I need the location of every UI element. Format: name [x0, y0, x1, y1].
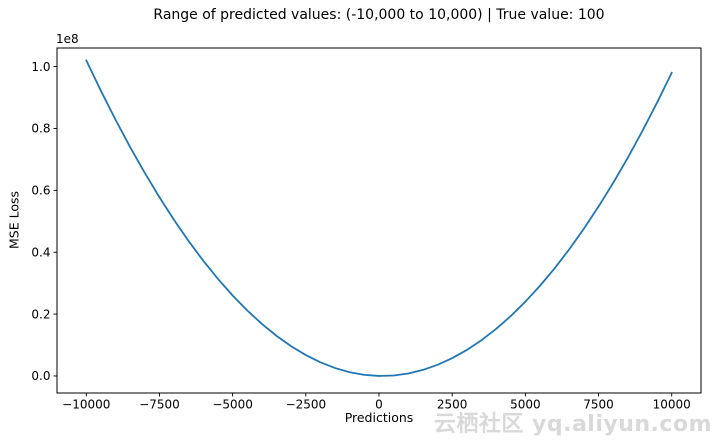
axis-tick-labels: −10000 −7500 −5000 −2500 0 2500 5000 7500 10000 0… — [31, 60, 690, 412]
y-tick-label: 0.8 — [31, 122, 50, 136]
y-tick-label: 1.0 — [31, 60, 50, 74]
chart-title: Range of predicted values: (-10,000 to 1… — [153, 7, 605, 23]
x-tick-label: 0 — [375, 398, 383, 412]
y-tick-label: 0.6 — [31, 184, 50, 198]
x-tick-label: −2500 — [286, 398, 327, 412]
x-axis-label: Predictions — [344, 410, 414, 425]
x-tick-label: −7500 — [139, 398, 180, 412]
plot-frame — [56, 47, 702, 394]
y-tick-label: 0.0 — [31, 369, 50, 383]
x-tick-label: −10000 — [62, 398, 110, 412]
y-tick-label: 0.4 — [31, 245, 50, 259]
axis-ticks — [53, 66, 673, 397]
x-tick-label: −5000 — [212, 398, 253, 412]
x-tick-label: 10000 — [653, 398, 691, 412]
y-axis-label: MSE Loss — [6, 190, 22, 250]
y-tick-label: 0.2 — [31, 307, 50, 321]
loss-curve — [85, 59, 673, 377]
watermark-text: 云栖社区 yq.aliyun.com — [433, 412, 712, 437]
x-tick-label: 5000 — [510, 398, 541, 412]
y-axis-offset-text: 1e8 — [56, 32, 79, 46]
x-tick-label: 2500 — [437, 398, 468, 412]
x-tick-label: 7500 — [583, 398, 614, 412]
